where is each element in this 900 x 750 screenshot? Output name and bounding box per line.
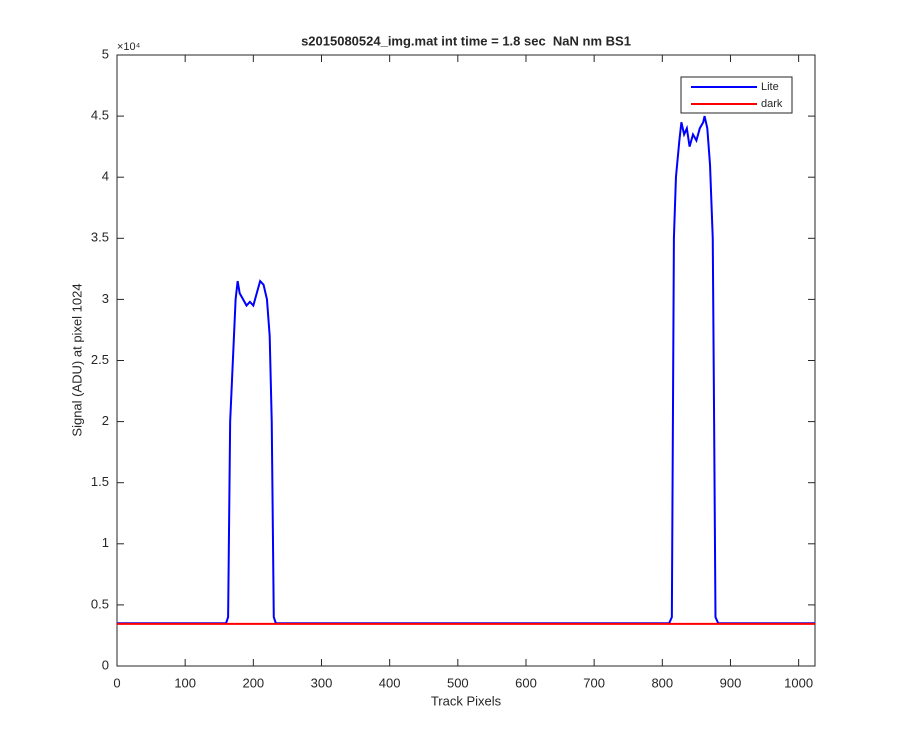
chart-title: s2015080524_img.mat int time = 1.8 sec N… [301, 33, 631, 48]
x-tick-label: 0 [113, 675, 120, 690]
x-tick-label: 200 [242, 675, 264, 690]
y-tick-label: 2.5 [91, 352, 109, 367]
y-tick-label: 4.5 [91, 108, 109, 123]
y-tick-label: 1 [102, 535, 109, 550]
legend-label: Lite [761, 81, 779, 93]
y-tick-label: 5 [102, 46, 109, 61]
x-axis-label: Track Pixels [431, 693, 502, 708]
x-tick-label: 500 [447, 675, 469, 690]
y-tick-label: 2 [102, 413, 109, 428]
plot-area [116, 54, 816, 667]
x-tick-label: 1000 [784, 675, 813, 690]
y-tick-label: 3.5 [91, 230, 109, 245]
x-tick-label: 800 [651, 675, 673, 690]
legend-box [680, 76, 793, 114]
y-tick-label: 0 [102, 657, 109, 672]
x-tick-label: 300 [311, 675, 333, 690]
y-axis-label: Signal (ADU) at pixel 1024 [69, 283, 84, 436]
x-tick-label: 400 [379, 675, 401, 690]
y-tick-label: 0.5 [91, 596, 109, 611]
x-tick-label: 100 [174, 675, 196, 690]
legend-label: dark [761, 98, 783, 110]
x-tick-label: 900 [720, 675, 742, 690]
x-tick-label: 600 [515, 675, 537, 690]
y-tick-label: 4 [102, 169, 109, 184]
y-tick-label: 3 [102, 291, 109, 306]
y-multiplier: ×10⁴ [117, 41, 141, 53]
y-tick-label: 1.5 [91, 474, 109, 489]
x-tick-label: 700 [583, 675, 605, 690]
